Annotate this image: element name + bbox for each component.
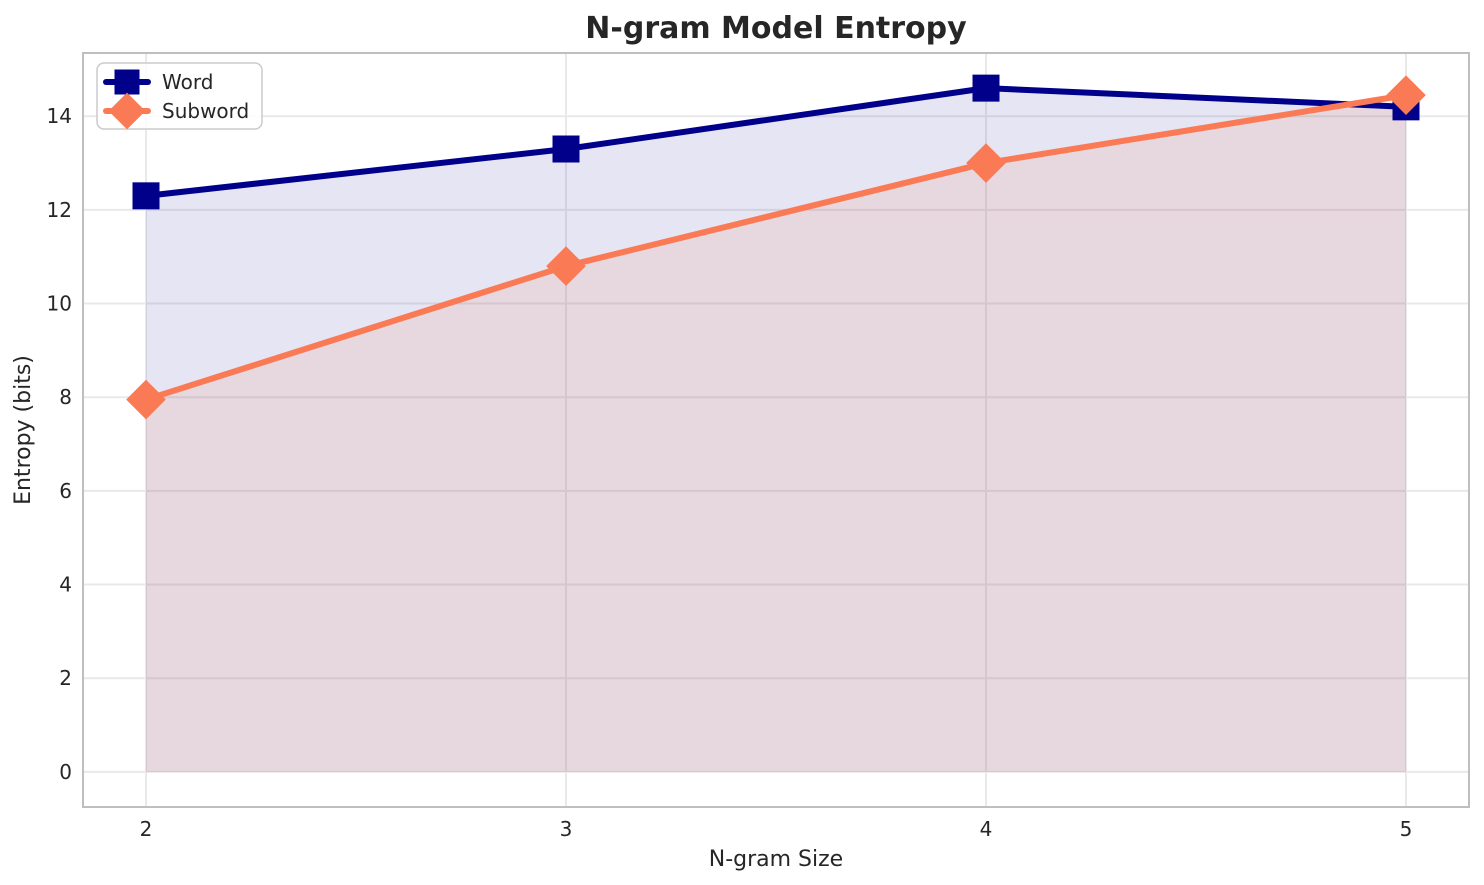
x-tick-label: 4 [980, 817, 993, 841]
x-tick-label: 5 [1400, 817, 1413, 841]
subword-marker [546, 246, 586, 286]
chart-title: N-gram Model Entropy [585, 11, 967, 46]
legend-label-subword: Subword [162, 99, 249, 123]
subword-line [143, 92, 1409, 403]
x-axis-label: N-gram Size [709, 847, 843, 872]
y-tick-label: 8 [59, 385, 72, 409]
y-tick-label: 0 [59, 760, 72, 784]
area-fills [146, 88, 1406, 772]
legend-label-word: Word [162, 70, 213, 94]
word-marker [132, 182, 160, 210]
word-area-fill [146, 88, 1406, 772]
y-axis-label: Entropy (bits) [11, 355, 36, 505]
tick-labels: 0 2 4 6 8 10 12 14 2 3 4 5 [47, 104, 1413, 841]
y-tick-label: 6 [59, 479, 72, 503]
y-tick-label: 2 [59, 666, 72, 690]
series-lines-and-markers [126, 74, 1426, 420]
axes-spines [82, 52, 1470, 808]
word-marker [972, 74, 1000, 102]
word-line [143, 85, 1409, 199]
subword-marker [966, 143, 1006, 183]
x-tick-label: 3 [560, 817, 573, 841]
subword-marker [126, 379, 166, 420]
y-tick-label: 10 [47, 292, 72, 316]
y-tick-label: 12 [47, 198, 72, 222]
subword-area-fill [146, 95, 1406, 772]
plot-border [82, 52, 1470, 808]
legend-diamond-marker-icon [108, 92, 146, 130]
y-tick-label: 4 [59, 573, 72, 597]
legend-square-marker-icon [114, 69, 140, 95]
y-tick-label: 14 [47, 104, 72, 128]
legend: Word Subword [96, 62, 263, 130]
x-tick-label: 2 [140, 817, 153, 841]
word-marker [552, 135, 580, 163]
